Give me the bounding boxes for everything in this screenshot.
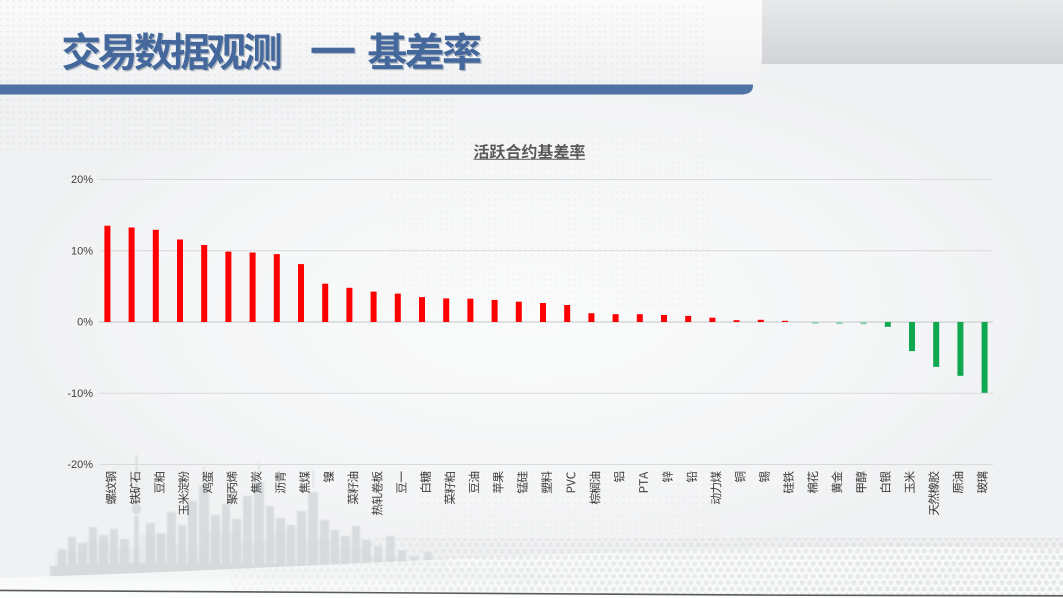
svg-text:20%: 20% <box>71 174 93 186</box>
svg-text:-10%: -10% <box>67 388 93 400</box>
svg-text:10%: 10% <box>71 245 93 257</box>
svg-text:0%: 0% <box>77 317 93 329</box>
svg-text:-20%: -20% <box>67 459 93 471</box>
